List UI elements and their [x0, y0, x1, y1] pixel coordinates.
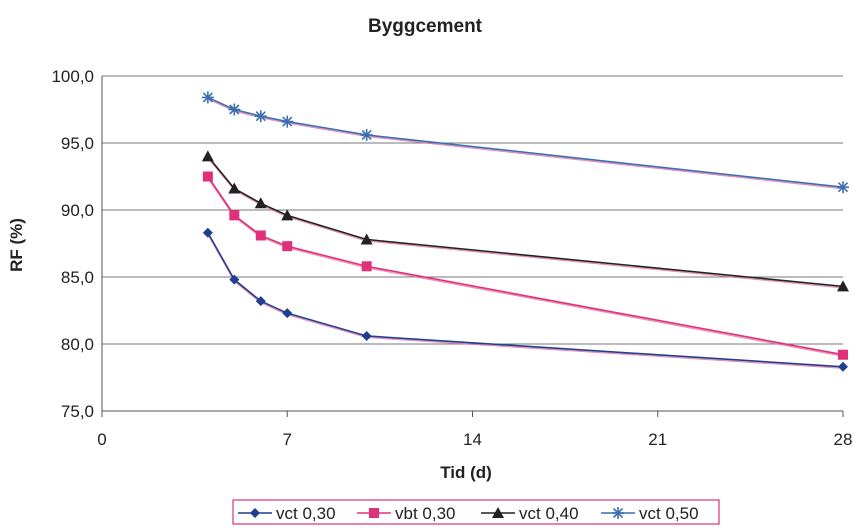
legend-entry: vbt 0,30: [357, 504, 456, 523]
data-point: [229, 210, 240, 221]
data-point: [360, 128, 373, 141]
series-line: [207, 96, 844, 189]
series-shadow-line: [207, 98, 844, 190]
series-line: [207, 176, 844, 356]
legend-label: vct 0,30: [276, 504, 336, 523]
series-vct-0-40: [201, 150, 849, 292]
x-tick-label: 21: [648, 430, 667, 449]
data-point: [255, 296, 266, 307]
data-point: [201, 150, 214, 162]
data-point: [228, 103, 241, 116]
data-point: [229, 274, 240, 285]
x-tick-label: 7: [283, 430, 292, 449]
series-line: [207, 232, 844, 368]
series-layer: [201, 91, 849, 372]
y-tick-label: 80,0: [61, 335, 94, 354]
x-tick-label: 14: [463, 430, 482, 449]
data-point: [255, 230, 266, 241]
legend-label: vct 0,40: [519, 504, 579, 523]
chart-title: Byggcement: [368, 16, 483, 37]
series-shadow-line: [207, 177, 844, 357]
data-point: [361, 261, 372, 272]
data-point: [228, 182, 241, 194]
legend-marker: [612, 507, 624, 519]
y-tick-label: 95,0: [61, 134, 94, 153]
legend-entry: vct 0,50: [601, 504, 699, 523]
data-point: [201, 91, 214, 104]
legend-entry: vct 0,30: [238, 504, 336, 523]
data-point: [361, 330, 372, 341]
y-axis-label: RF (%): [7, 218, 26, 272]
data-point: [838, 361, 848, 372]
data-point: [254, 110, 267, 123]
x-axis-label: Tid (d): [440, 463, 492, 482]
data-point: [837, 181, 849, 194]
legend-entry: vct 0,40: [481, 504, 579, 523]
data-point: [282, 308, 293, 319]
data-point: [254, 197, 267, 209]
legend-marker: [250, 508, 260, 518]
axes: 75,0 80,0 85,0 90,0 95,0 100,0 0 7 14 21 28: [51, 67, 852, 449]
series-line: [207, 155, 844, 288]
legend-marker: [492, 507, 504, 518]
data-point: [360, 233, 373, 245]
data-point: [282, 241, 293, 252]
x-tick-label: 0: [97, 430, 106, 449]
series-vbt-0-30: [202, 171, 848, 360]
series-vct-0-30: [202, 227, 848, 372]
data-point: [202, 227, 213, 238]
x-tick-label: 28: [834, 430, 853, 449]
legend-label: vbt 0,30: [395, 504, 456, 523]
y-tick-label: 75,0: [61, 402, 94, 421]
data-point: [281, 209, 294, 221]
data-point: [281, 115, 294, 128]
y-tick-label: 100,0: [51, 67, 94, 86]
series-shadow-line: [207, 157, 844, 289]
series-vct-0-50: [201, 91, 849, 194]
y-tick-label: 90,0: [61, 201, 94, 220]
data-point: [202, 171, 213, 182]
data-point: [838, 349, 848, 360]
legend-label: vct 0,50: [639, 504, 699, 523]
legend-marker: [369, 508, 379, 518]
data-point: [837, 280, 849, 292]
legend: vct 0,30 vbt 0,30 vct 0,40 vct 0,50: [232, 499, 720, 525]
y-tick-label: 85,0: [61, 268, 94, 287]
legend-box: [232, 499, 720, 525]
